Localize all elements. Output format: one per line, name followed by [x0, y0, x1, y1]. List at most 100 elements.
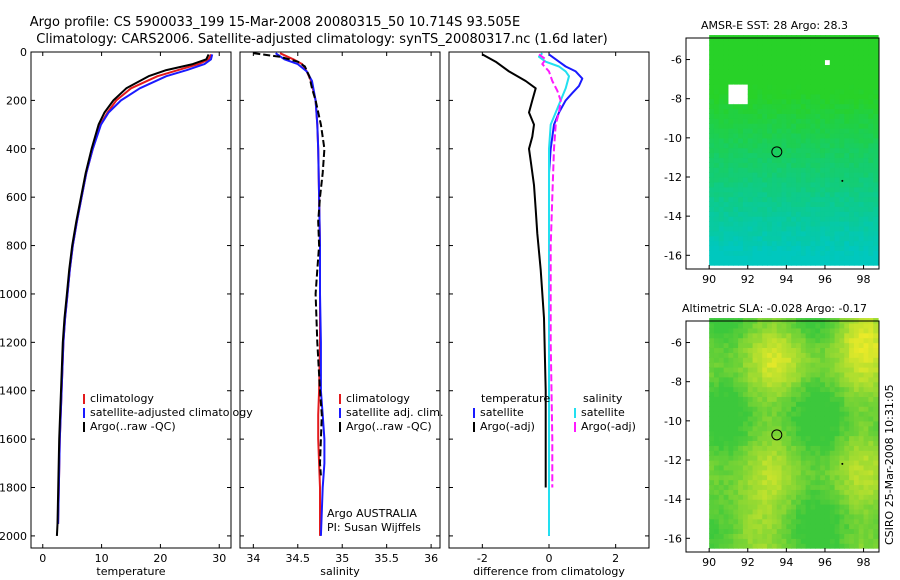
map-cell — [767, 137, 773, 144]
map-cell — [709, 464, 715, 471]
map-cell — [868, 39, 874, 46]
map-cell — [767, 504, 773, 510]
map-cell — [844, 435, 850, 442]
map-cell — [742, 513, 749, 520]
map-cell — [709, 484, 715, 490]
map-cell — [873, 406, 879, 412]
map-cell — [829, 206, 836, 212]
map-cell — [713, 518, 720, 525]
map-cell — [709, 103, 715, 110]
map-cell — [853, 499, 860, 505]
map-cell — [805, 172, 812, 178]
map-cell — [747, 128, 754, 134]
map-cell — [858, 132, 865, 139]
map-cell — [786, 196, 792, 203]
map-cell — [849, 430, 855, 437]
map-cell — [776, 250, 783, 256]
map-cell — [742, 371, 749, 378]
map-cell — [747, 142, 754, 149]
map-cell — [829, 88, 836, 95]
map-cell — [824, 327, 831, 334]
map-cell — [747, 337, 754, 344]
map-cell — [805, 191, 812, 198]
map-cell — [767, 513, 773, 520]
map-cell — [834, 132, 841, 139]
map-cell — [810, 425, 816, 432]
map-cell — [791, 435, 797, 442]
map-cell — [873, 357, 879, 363]
map-cell — [709, 167, 715, 173]
map-cell — [752, 157, 759, 163]
map-cell — [742, 508, 749, 515]
map-cell — [868, 508, 874, 515]
map-cell — [863, 484, 869, 490]
map-cell — [849, 132, 855, 139]
map-cell — [752, 39, 759, 46]
map-cell — [738, 430, 744, 437]
map-cell — [771, 113, 778, 119]
map-cell — [786, 396, 792, 402]
map-cell — [742, 543, 749, 549]
map-cell — [839, 420, 845, 427]
map-cell — [762, 162, 768, 168]
map-cell — [767, 64, 773, 70]
map-cell — [786, 211, 792, 217]
map-cell — [873, 445, 879, 451]
map-cell — [849, 93, 855, 100]
map-cell — [868, 128, 874, 134]
map-cell — [829, 216, 836, 222]
map-cell — [723, 367, 730, 373]
map-cell — [742, 69, 749, 75]
map-cell — [762, 479, 768, 486]
y-tick-label: 600 — [6, 191, 27, 204]
map-cell — [728, 181, 734, 188]
map-cell — [747, 538, 754, 544]
map-cell — [791, 440, 797, 446]
map-cell — [805, 113, 812, 119]
map-cell — [815, 39, 821, 46]
map-cell — [752, 225, 759, 232]
map-cell — [849, 142, 855, 149]
map-cell — [796, 484, 802, 490]
map-cell — [800, 245, 807, 251]
map-cell — [868, 93, 874, 100]
map-cell — [733, 367, 739, 373]
map-cell — [728, 44, 734, 51]
map-cell — [747, 201, 754, 207]
map-cell — [771, 543, 778, 549]
map-cell — [771, 142, 778, 149]
map-cell — [824, 123, 831, 129]
map-cell — [805, 420, 812, 427]
map-cell — [718, 69, 725, 75]
map-cell — [742, 64, 749, 70]
map-cell — [853, 147, 860, 154]
map-cell — [839, 499, 845, 505]
map-cell — [781, 425, 787, 432]
map-cell — [757, 347, 763, 353]
map-cell — [786, 235, 792, 242]
map-cell — [791, 103, 797, 110]
map-cell — [738, 74, 744, 80]
map-cell — [868, 406, 874, 412]
map-cell — [776, 367, 783, 373]
map-cell — [800, 128, 807, 134]
map-cell — [767, 255, 773, 261]
map-cell — [767, 533, 773, 539]
map-cell — [728, 327, 734, 334]
map-cell — [839, 181, 845, 188]
map-cell — [781, 420, 787, 427]
map-cell — [709, 230, 715, 237]
map-cell — [796, 401, 802, 407]
map-cell — [810, 411, 816, 417]
map-cell — [733, 167, 739, 173]
map-cell — [805, 132, 812, 139]
map-cell — [757, 332, 763, 339]
map-cell — [810, 172, 816, 178]
map-cell — [853, 352, 860, 358]
map-cell — [810, 84, 816, 90]
map-cell — [757, 357, 763, 363]
map-cell — [757, 260, 763, 266]
map-cell — [718, 464, 725, 471]
map-cell — [776, 113, 783, 119]
map-cell — [858, 367, 865, 373]
